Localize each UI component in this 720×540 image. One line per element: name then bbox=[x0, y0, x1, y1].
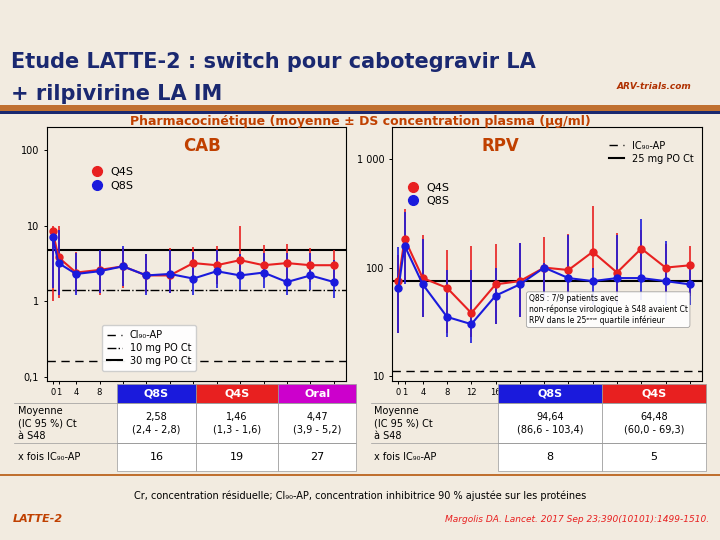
Bar bbox=[602, 443, 706, 471]
Text: Q8S: Q8S bbox=[144, 389, 169, 399]
Bar bbox=[602, 384, 706, 403]
Text: x fois IC₉₀-AP: x fois IC₉₀-AP bbox=[18, 452, 80, 462]
Text: Margolis DA. Lancet. 2017 Sep 23;390(10101):1499-1510.: Margolis DA. Lancet. 2017 Sep 23;390(101… bbox=[445, 515, 709, 524]
Bar bbox=[196, 403, 278, 443]
Bar bbox=[117, 384, 196, 403]
Text: 27: 27 bbox=[310, 452, 324, 462]
X-axis label: Semaine: Semaine bbox=[521, 403, 574, 413]
Text: Q4S: Q4S bbox=[224, 389, 249, 399]
Text: x fois IC₉₀-AP: x fois IC₉₀-AP bbox=[374, 452, 436, 462]
Text: 5: 5 bbox=[650, 452, 657, 462]
X-axis label: Semaine: Semaine bbox=[169, 403, 223, 413]
Legend: Cl₉₀-AP, 10 mg PO Ct, 30 mg PO Ct: Cl₉₀-AP, 10 mg PO Ct, 30 mg PO Ct bbox=[102, 325, 196, 371]
Text: 8: 8 bbox=[546, 452, 554, 462]
Bar bbox=[117, 443, 196, 471]
Bar bbox=[278, 443, 356, 471]
Bar bbox=[117, 403, 196, 443]
Text: ARV-trials.com: ARV-trials.com bbox=[616, 82, 691, 91]
Text: 1,46
(1,3 - 1,6): 1,46 (1,3 - 1,6) bbox=[212, 412, 261, 435]
Text: Oral: Oral bbox=[304, 389, 330, 399]
Text: LATTE-2: LATTE-2 bbox=[13, 515, 63, 524]
Text: Q8S: Q8S bbox=[537, 389, 562, 399]
Bar bbox=[196, 384, 278, 403]
Text: Etude LATTE-2 : switch pour cabotegravir LA: Etude LATTE-2 : switch pour cabotegravir… bbox=[11, 52, 536, 72]
Text: Q8S : 7/9 patients avec
non-réponse virologique à S48 avaient Ct
RPV dans le 25ᵉ: Q8S : 7/9 patients avec non-réponse viro… bbox=[528, 294, 688, 325]
Text: Moyenne
(IC 95 %) Ct
à S48: Moyenne (IC 95 %) Ct à S48 bbox=[374, 406, 433, 441]
Bar bbox=[278, 403, 356, 443]
Bar bbox=[498, 443, 602, 471]
Text: 94,64
(86,6 - 103,4): 94,64 (86,6 - 103,4) bbox=[517, 412, 583, 435]
Text: 19: 19 bbox=[230, 452, 244, 462]
Text: 4,47
(3,9 - 5,2): 4,47 (3,9 - 5,2) bbox=[293, 412, 341, 435]
Text: Pharmacocinétique (moyenne ± DS concentration plasma (μg/ml): Pharmacocinétique (moyenne ± DS concentr… bbox=[130, 115, 590, 128]
Bar bbox=[278, 384, 356, 403]
Text: Q4S: Q4S bbox=[641, 389, 666, 399]
Bar bbox=[196, 443, 278, 471]
Bar bbox=[498, 403, 602, 443]
Text: CAB: CAB bbox=[184, 137, 221, 155]
Text: 2,58
(2,4 - 2,8): 2,58 (2,4 - 2,8) bbox=[132, 412, 181, 435]
Text: 16: 16 bbox=[149, 452, 163, 462]
Text: 64,48
(60,0 - 69,3): 64,48 (60,0 - 69,3) bbox=[624, 412, 684, 435]
Text: RPV: RPV bbox=[482, 137, 520, 155]
Bar bbox=[602, 403, 706, 443]
Legend: IC₉₀-AP, 25 mg PO Ct: IC₉₀-AP, 25 mg PO Ct bbox=[606, 137, 697, 167]
Text: Cr, concentration résiduelle; Cl₉₀-AP, concentration inhibitrice 90 % ajustée su: Cr, concentration résiduelle; Cl₉₀-AP, c… bbox=[134, 490, 586, 501]
Text: Moyenne
(IC 95 %) Ct
à S48: Moyenne (IC 95 %) Ct à S48 bbox=[18, 406, 76, 441]
Bar bbox=[498, 384, 602, 403]
Text: + rilpivirine LA IM: + rilpivirine LA IM bbox=[11, 84, 222, 105]
